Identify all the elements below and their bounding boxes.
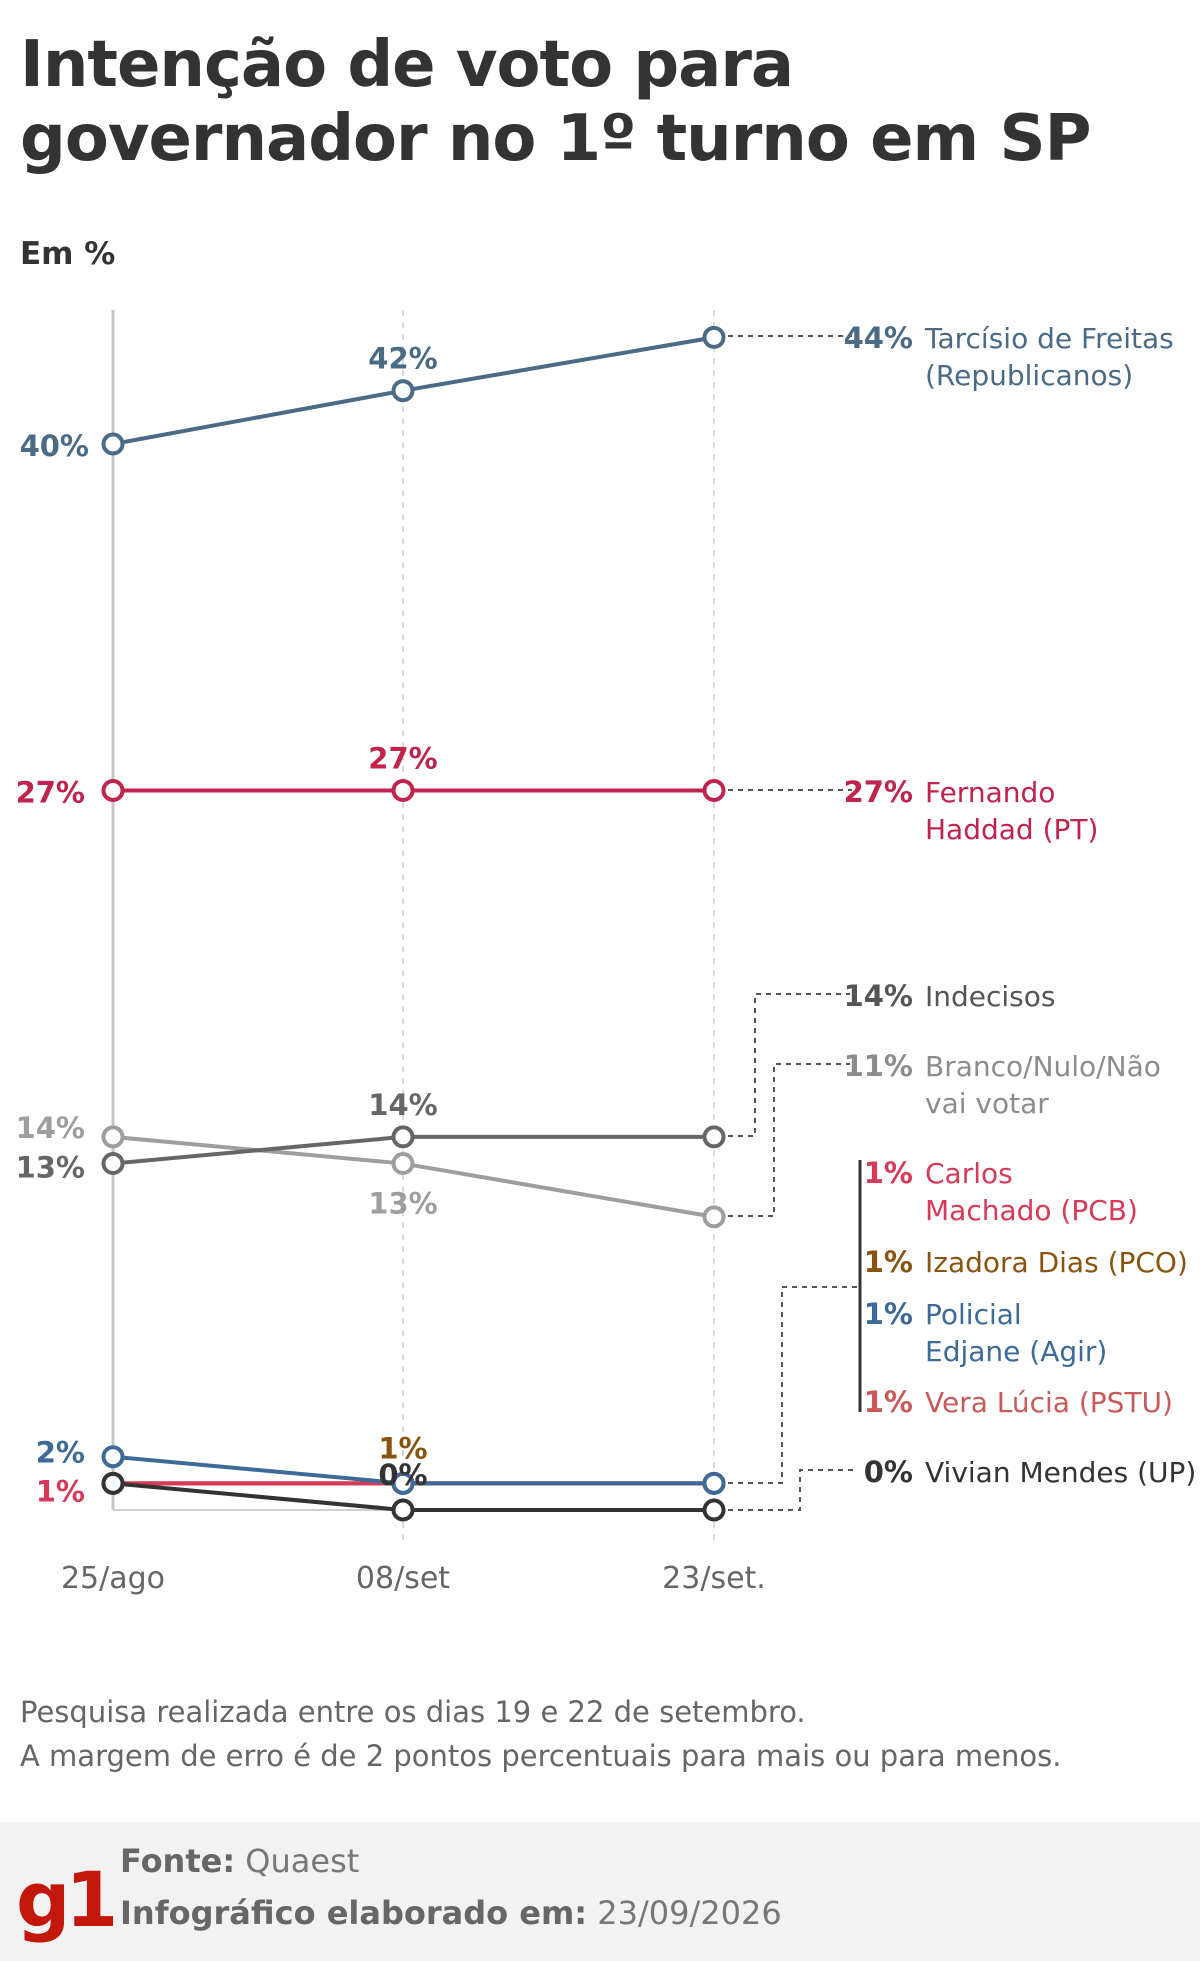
- made-label: Infográfico elaborado em:: [120, 1894, 588, 1932]
- point-tarcisio-de-freitas-republicanos-0: [101, 432, 125, 456]
- connector-4: [728, 1286, 860, 1484]
- g1-logo: g1: [16, 1855, 118, 1944]
- point-indecisos-2: [702, 1125, 726, 1149]
- connector-5: [728, 1469, 858, 1511]
- point-fernando-haddad-pt-2: [702, 778, 726, 802]
- point-fernando-haddad-pt-0: [101, 778, 125, 802]
- point-label-indecisos-0: 13%: [16, 1151, 85, 1185]
- made-line: Infográfico elaborado em: 23/09/2026: [120, 1894, 782, 1932]
- point-policial-edjane-agir-2: [702, 1471, 726, 1495]
- point-branco-nulo-nao-vai-votar-1: [391, 1152, 415, 1176]
- point-branco-nulo-nao-vai-votar-2: [702, 1205, 726, 1229]
- point-indecisos-0: [101, 1152, 125, 1176]
- point-vivian-mendes-up-2: [702, 1498, 726, 1522]
- point-label-branco-nulo-nao-vai-votar-0: 14%: [16, 1111, 85, 1145]
- point-label-fernando-haddad-pt-0: 27%: [16, 775, 85, 809]
- point-indecisos-1: [391, 1125, 415, 1149]
- point-vivian-mendes-up-0: [101, 1471, 125, 1495]
- line-chart: 25/ago 08/set 23/set. 40% 42% 27% 27% 13% 14% 14%…: [16, 310, 1196, 1596]
- point-label-policial-edjane-agir-0: 2%: [36, 1436, 85, 1470]
- end-label-pct-vera-lucia-pstu: 1%: [864, 1385, 913, 1419]
- end-label-name-policial-edjane-agir-1: Edjane (Agir): [925, 1335, 1107, 1368]
- point-label-fernando-haddad-pt-1: 27%: [368, 741, 437, 775]
- point-policial-edjane-agir-1: [391, 1471, 415, 1495]
- end-label-name-fernando-haddad-pt-1: Haddad (PT): [925, 813, 1098, 846]
- connector-3: [728, 1063, 850, 1217]
- end-label-name-carlos-machado-pcb-1: Machado (PCB): [925, 1194, 1138, 1227]
- point-vivian-mendes-up-1: [391, 1498, 415, 1522]
- end-label-pct-carlos-machado-pcb: 1%: [864, 1156, 913, 1190]
- end-label-pct-fernando-haddad-pt: 27%: [844, 775, 913, 809]
- end-label-name-carlos-machado-pcb-0: Carlos: [925, 1157, 1013, 1190]
- x-tick-25-ago: 25/ago: [61, 1561, 165, 1596]
- end-label-pct-policial-edjane-agir: 1%: [864, 1297, 913, 1331]
- point-label-tarcisio-de-freitas-republicanos-1: 42%: [368, 342, 437, 376]
- point-tarcisio-de-freitas-republicanos-1: [391, 379, 415, 403]
- point-label-indecisos-1: 14%: [368, 1088, 437, 1122]
- end-label-name-branco-nulo-nao-vai-votar-0: Branco/Nulo/Não: [925, 1050, 1161, 1083]
- source-value: Quaest: [245, 1842, 360, 1880]
- end-label-pct-branco-nulo-nao-vai-votar: 11%: [844, 1049, 913, 1083]
- point-fernando-haddad-pt-1: [391, 778, 415, 802]
- point-branco-nulo-nao-vai-votar-0: [101, 1125, 125, 1149]
- point-label-izadora-dias-pco-1: 1%: [378, 1431, 427, 1465]
- end-label-pct-vivian-mendes-up: 0%: [864, 1455, 913, 1489]
- point-label-tarcisio-de-freitas-republicanos-0: 40%: [20, 429, 89, 463]
- point-label-vivian-mendes-up-1: 0%: [378, 1458, 427, 1492]
- end-label-pct-indecisos: 14%: [844, 979, 913, 1013]
- x-tick-23-set: 23/set.: [662, 1561, 766, 1596]
- end-label-pct-izadora-dias-pco: 1%: [864, 1245, 913, 1279]
- end-label-name-izadora-dias-pco-0: Izadora Dias (PCO): [925, 1246, 1188, 1279]
- end-label-pct-tarcisio-de-freitas-republicanos: 44%: [844, 321, 913, 355]
- survey-notes: Pesquisa realizada entre os dias 19 e 22…: [20, 1690, 1180, 1778]
- end-label-name-indecisos-0: Indecisos: [925, 980, 1055, 1013]
- source-label: Fonte:: [120, 1842, 236, 1880]
- source-line: Fonte: Quaest: [120, 1842, 359, 1880]
- made-value: 23/09/2026: [597, 1894, 782, 1932]
- x-tick-08-set: 08/set: [356, 1561, 450, 1596]
- unit-label: Em %: [20, 236, 116, 272]
- point-label-branco-nulo-nao-vai-votar-1: 13%: [368, 1187, 437, 1221]
- end-label-name-tarcisio-de-freitas-republicanos-0: Tarcísio de Freitas: [924, 322, 1174, 355]
- note-line-2: A margem de erro é de 2 pontos percentua…: [20, 1739, 1062, 1773]
- end-label-name-policial-edjane-agir-0: Policial: [925, 1298, 1022, 1331]
- end-label-name-branco-nulo-nao-vai-votar-1: vai votar: [925, 1087, 1049, 1120]
- point-label-carlos-machado-pcb-0: 1%: [36, 1474, 85, 1508]
- point-policial-edjane-agir-0: [101, 1445, 125, 1469]
- connector-2: [728, 993, 850, 1137]
- end-label-name-tarcisio-de-freitas-republicanos-1: (Republicanos): [925, 359, 1133, 392]
- end-label-name-vera-lucia-pstu-0: Vera Lúcia (PSTU): [925, 1386, 1173, 1419]
- point-tarcisio-de-freitas-republicanos-2: [702, 325, 726, 349]
- end-label-name-fernando-haddad-pt-0: Fernando: [925, 776, 1055, 809]
- chart-title: Intenção de voto para governador no 1º t…: [20, 28, 1091, 176]
- note-line-1: Pesquisa realizada entre os dias 19 e 22…: [20, 1695, 806, 1729]
- footer: g1 Fonte: Quaest Infográfico elaborado e…: [0, 1822, 1200, 1961]
- end-label-name-vivian-mendes-up-0: Vivian Mendes (UP): [925, 1456, 1196, 1489]
